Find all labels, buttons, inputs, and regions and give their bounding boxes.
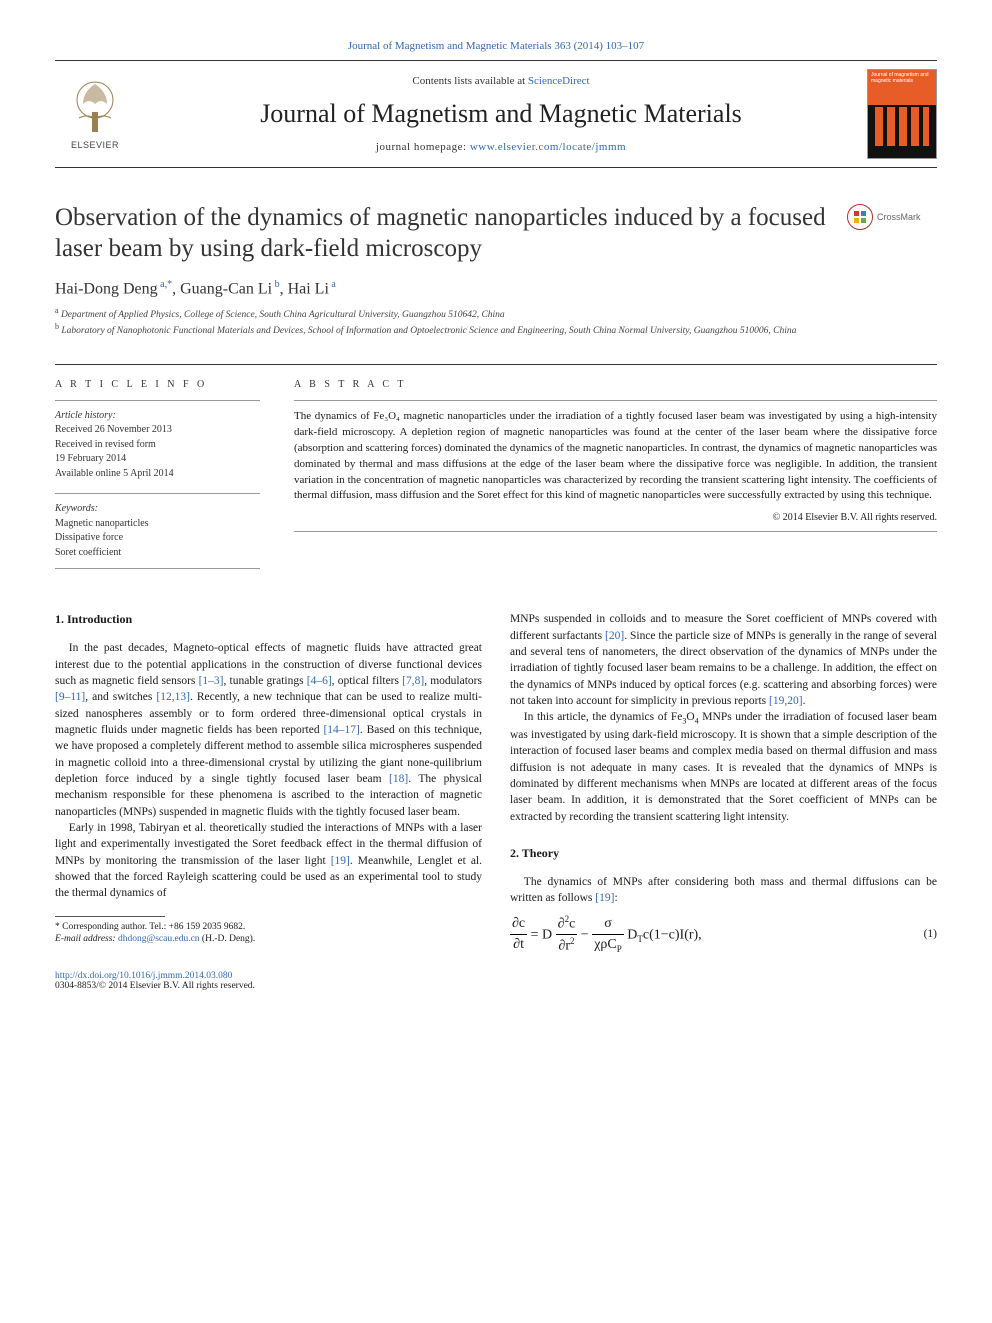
ref-19b[interactable]: [19] [595, 892, 614, 904]
ref-19a[interactable]: [19] [331, 855, 350, 867]
corr-email-line: E-mail address: dhdong@scau.edu.cn (H.-D… [55, 933, 482, 946]
journal-header: ELSEVIER Contents lists available at Sci… [55, 60, 937, 168]
issn-line: 0304-8853/© 2014 Elsevier B.V. All right… [55, 981, 255, 991]
corr-email-tail: (H.-D. Deng). [200, 934, 256, 944]
section-1-para-3: In this article, the dynamics of Fe3O4 M… [510, 709, 937, 825]
email-label: E-mail address: [55, 934, 118, 944]
elsevier-logo: ELSEVIER [55, 69, 135, 159]
keyword-2: Soret coefficient [55, 547, 121, 558]
contents-prefix: Contents lists available at [412, 75, 527, 87]
author-3-affil: a [329, 279, 336, 290]
journal-title: Journal of Magnetism and Magnetic Materi… [147, 99, 855, 129]
ref-12-13[interactable]: [12,13] [156, 691, 190, 703]
author-1: Hai-Dong Deng [55, 280, 158, 297]
abstract-copyright: © 2014 Elsevier B.V. All rights reserved… [294, 512, 937, 532]
section-1-para-1: In the past decades, Magneto-optical eff… [55, 640, 482, 820]
ref-20a[interactable]: [20] [605, 630, 624, 642]
keywords-block: Keywords: Magnetic nanoparticles Dissipa… [55, 493, 260, 569]
keywords-label: Keywords: [55, 503, 98, 514]
history-line-0: Received 26 November 2013 [55, 424, 172, 435]
crossmark-label: CrossMark [877, 212, 921, 222]
crossmark-badge[interactable]: CrossMark [847, 202, 937, 232]
elsevier-wordmark: ELSEVIER [71, 140, 119, 150]
author-2-affil: b [272, 279, 280, 290]
corr-author-line: * Corresponding author. Tel.: +86 159 20… [55, 921, 482, 934]
ref-19-20[interactable]: [19,20] [769, 695, 803, 707]
footnote-rule [55, 916, 165, 917]
author-1-affil: a, [158, 279, 167, 290]
running-head: Journal of Magnetism and Magnetic Materi… [55, 40, 937, 60]
section-1-para-2: Early in 1998, Tabiryan et al. theoretic… [55, 820, 482, 902]
affil-text-b: Laboratory of Nanophotonic Functional Ma… [59, 326, 796, 336]
equation-1-number: (1) [924, 926, 937, 942]
article-history: Article history: Received 26 November 20… [55, 400, 260, 482]
author-list: Hai-Dong Deng a,*, Guang-Can Li b, Hai L… [55, 279, 937, 298]
ref-18[interactable]: [18] [389, 773, 408, 785]
abstract-text: The dynamics of Fe₃O₄ magnetic nanoparti… [294, 400, 937, 505]
crossmark-icon [847, 204, 873, 230]
sciencedirect-link[interactable]: ScienceDirect [528, 75, 590, 87]
equation-1-row: ∂c ∂t = D ∂2c ∂r2 − σ χρCP DTc(1−c)I(r),… [510, 913, 937, 957]
affiliations: a Department of Applied Physics, College… [55, 306, 937, 338]
corr-email-link[interactable]: dhdong@scau.edu.cn [118, 934, 200, 944]
affiliation-a: a Department of Applied Physics, College… [55, 306, 937, 322]
section-2-para-1: The dynamics of MNPs after considering b… [510, 874, 937, 907]
elsevier-tree-icon [65, 78, 125, 138]
affiliation-b: b Laboratory of Nanophotonic Functional … [55, 322, 937, 338]
equation-1: ∂c ∂t = D ∂2c ∂r2 − σ χρCP DTc(1−c)I(r), [510, 913, 702, 957]
journal-cover-label: Journal of magnetism and magnetic materi… [871, 73, 936, 84]
keyword-1: Dissipative force [55, 532, 123, 543]
ref-7-8[interactable]: [7,8] [402, 675, 424, 687]
history-line-2: 19 February 2014 [55, 453, 126, 464]
abstract-column: A B S T R A C T The dynamics of Fe₃O₄ ma… [294, 364, 937, 570]
keyword-0: Magnetic nanoparticles [55, 518, 149, 529]
journal-cover-thumbnail: Journal of magnetism and magnetic materi… [867, 69, 937, 159]
section-1-para-2b: MNPs suspended in colloids and to measur… [510, 611, 937, 709]
history-line-3: Available online 5 April 2014 [55, 468, 174, 479]
article-info-heading: A R T I C L E I N F O [55, 379, 260, 390]
history-label: Article history: [55, 410, 116, 421]
ref-14-17[interactable]: [14–17] [323, 724, 359, 736]
page-footer: http://dx.doi.org/10.1016/j.jmmm.2014.03… [55, 971, 937, 991]
doi-link[interactable]: http://dx.doi.org/10.1016/j.jmmm.2014.03… [55, 971, 232, 981]
author-2: , Guang-Can Li [172, 280, 272, 297]
article-info-column: A R T I C L E I N F O Article history: R… [55, 364, 260, 570]
affil-text-a: Department of Applied Physics, College o… [59, 310, 505, 320]
history-line-1: Received in revised form [55, 439, 156, 450]
author-3: , Hai Li [280, 280, 329, 297]
body-two-column: 1. Introduction In the past decades, Mag… [55, 611, 937, 956]
contents-available-line: Contents lists available at ScienceDirec… [147, 75, 855, 87]
abstract-heading: A B S T R A C T [294, 379, 937, 390]
journal-homepage-line: journal homepage: www.elsevier.com/locat… [147, 141, 855, 153]
corresponding-author-footnote: * Corresponding author. Tel.: +86 159 20… [55, 921, 482, 947]
ref-4-6[interactable]: [4–6] [307, 675, 332, 687]
journal-homepage-link[interactable]: www.elsevier.com/locate/jmmm [470, 141, 626, 153]
homepage-prefix: journal homepage: [376, 141, 470, 153]
ref-9-11[interactable]: [9–11] [55, 691, 85, 703]
ref-1-3[interactable]: [1–3] [199, 675, 224, 687]
paper-title: Observation of the dynamics of magnetic … [55, 202, 835, 265]
section-1-heading: 1. Introduction [55, 611, 482, 628]
section-2-heading: 2. Theory [510, 845, 937, 862]
